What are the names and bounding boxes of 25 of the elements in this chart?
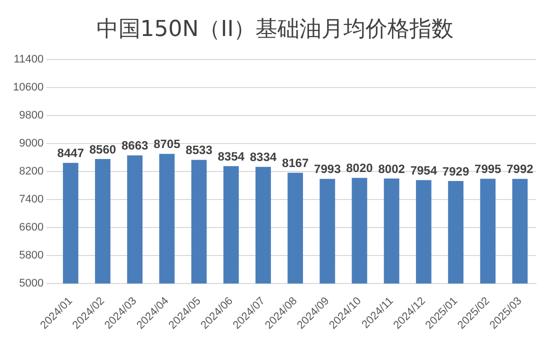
y-tick-label: 5000: [19, 278, 44, 290]
data-label: 8560: [89, 142, 116, 156]
data-label: 8447: [57, 146, 84, 160]
data-label: 7992: [506, 162, 534, 176]
data-label: 8705: [154, 137, 181, 152]
y-tick-label: 9000: [19, 138, 44, 150]
y-tick-label: 7400: [19, 194, 44, 206]
y-tick-label: 11400: [14, 54, 44, 66]
y-tick-label: 8200: [19, 166, 44, 178]
y-tick-label: 10600: [12, 82, 44, 94]
data-label: 7993: [314, 162, 342, 176]
data-label: 8663: [121, 138, 148, 153]
y-tick-label: 9800: [19, 110, 44, 122]
data-label: 7995: [474, 162, 502, 176]
data-label: 8167: [282, 156, 309, 170]
y-tick-label: 6600: [19, 222, 44, 234]
data-label: 8002: [378, 162, 406, 176]
data-label: 8533: [186, 143, 213, 158]
data-label: 8020: [346, 161, 374, 176]
data-label: 8354: [218, 150, 245, 164]
data-label: 7929: [442, 164, 470, 178]
data-label: 8334: [250, 150, 277, 164]
chart-title: 中国150N（II）基础油月均价格指数: [95, 16, 455, 44]
data-label: 7954: [410, 163, 438, 178]
y-tick-label: 5800: [19, 250, 44, 262]
